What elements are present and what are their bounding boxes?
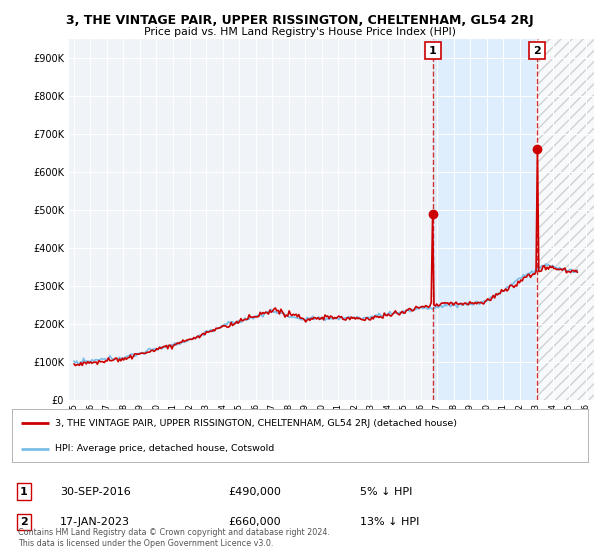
Text: Contains HM Land Registry data © Crown copyright and database right 2024.
This d: Contains HM Land Registry data © Crown c… <box>18 528 330 548</box>
Text: HPI: Average price, detached house, Cotswold: HPI: Average price, detached house, Cots… <box>55 444 274 453</box>
Text: 5% ↓ HPI: 5% ↓ HPI <box>360 487 412 497</box>
Text: 13% ↓ HPI: 13% ↓ HPI <box>360 517 419 527</box>
Bar <box>537 39 594 400</box>
Text: 1: 1 <box>429 45 437 55</box>
Text: 17-JAN-2023: 17-JAN-2023 <box>60 517 130 527</box>
Text: 2: 2 <box>20 517 28 527</box>
Text: Price paid vs. HM Land Registry's House Price Index (HPI): Price paid vs. HM Land Registry's House … <box>144 27 456 37</box>
Text: £660,000: £660,000 <box>228 517 281 527</box>
Text: 3, THE VINTAGE PAIR, UPPER RISSINGTON, CHELTENHAM, GL54 2RJ: 3, THE VINTAGE PAIR, UPPER RISSINGTON, C… <box>66 14 534 27</box>
Text: 1: 1 <box>20 487 28 497</box>
Text: £490,000: £490,000 <box>228 487 281 497</box>
Text: 30-SEP-2016: 30-SEP-2016 <box>60 487 131 497</box>
Bar <box>537 39 594 400</box>
Text: 2: 2 <box>533 45 541 55</box>
Bar <box>433 39 537 400</box>
Text: 3, THE VINTAGE PAIR, UPPER RISSINGTON, CHELTENHAM, GL54 2RJ (detached house): 3, THE VINTAGE PAIR, UPPER RISSINGTON, C… <box>55 419 457 428</box>
